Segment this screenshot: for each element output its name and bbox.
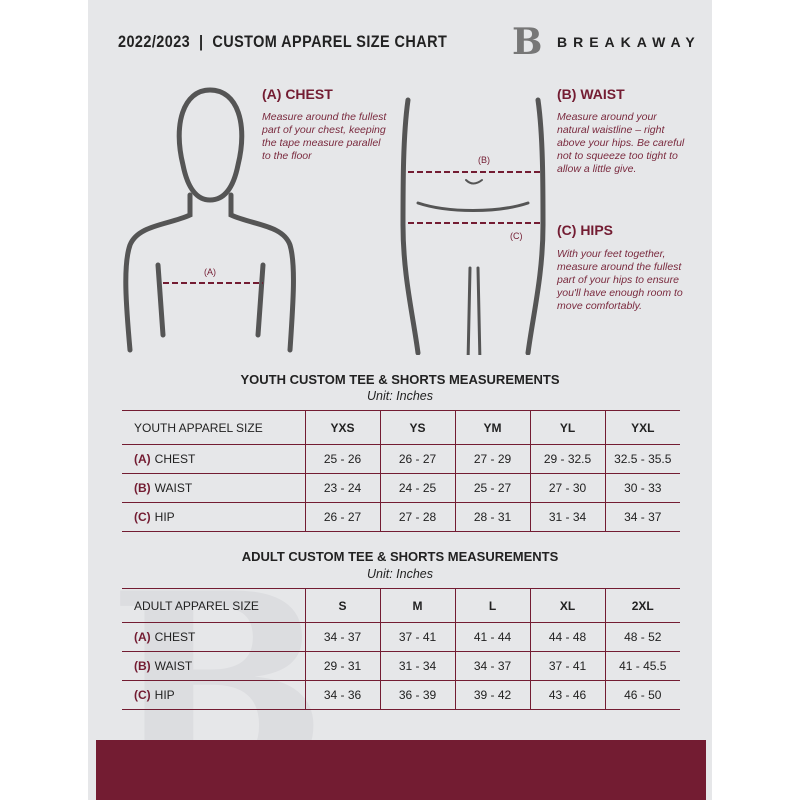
table-cell: 31 - 34 — [379, 651, 455, 681]
column-header: YXL — [604, 410, 680, 445]
table-cell: 25 - 26 — [304, 444, 380, 474]
column-header: ADULT APPAREL SIZE — [122, 588, 305, 623]
hips-heading: (C) HIPS — [557, 222, 613, 238]
table-header-row: YOUTH APPAREL SIZE YXS YS YM YL YXL — [122, 410, 680, 445]
table-cell: (B) WAIST — [122, 473, 305, 503]
table-cell: 39 - 42 — [454, 680, 530, 710]
table-cell: 36 - 39 — [379, 680, 455, 710]
label-text: WAIST — [154, 481, 193, 495]
hips-description: With your feet together, measure around … — [557, 248, 683, 312]
table-cell: 48 - 52 — [604, 622, 680, 652]
table-cell: 26 - 27 — [304, 502, 380, 532]
hips-marker: (C) — [510, 231, 523, 241]
chest-marker: (A) — [204, 267, 216, 277]
upper-body-figure: (A) — [123, 87, 296, 353]
table-cell: 25 - 27 — [454, 473, 530, 503]
table-cell: 41 - 44 — [454, 622, 530, 652]
column-header: YXS — [304, 410, 380, 445]
table-cell: 37 - 41 — [529, 651, 605, 681]
adult-unit: Unit: Inches — [366, 567, 433, 581]
table-cell: 32.5 - 35.5 — [604, 444, 680, 474]
table-cell: 37 - 41 — [379, 622, 455, 652]
measure-letter: (A) — [134, 630, 151, 644]
measure-letter: (C) — [134, 688, 151, 702]
table-cell: 27 - 28 — [379, 502, 455, 532]
column-header: YM — [454, 410, 530, 445]
table-cell: 34 - 37 — [304, 622, 380, 652]
label-text: WAIST — [154, 659, 193, 673]
column-header: YS — [379, 410, 455, 445]
measure-letter: (C) — [134, 510, 151, 524]
table-cell: 31 - 34 — [529, 502, 605, 532]
table-cell: 27 - 30 — [529, 473, 605, 503]
adult-table-title: ADULT CUSTOM TEE & SHORTS MEASUREMENTS — [241, 549, 559, 564]
chest-description: Measure around the fullest part of your … — [262, 111, 387, 162]
waist-marker: (B) — [478, 155, 490, 165]
column-header: 2XL — [604, 588, 680, 623]
table-cell: (C) HIP — [122, 502, 305, 532]
brand-name: BREAKAWAY — [557, 34, 701, 50]
youth-size-table: YOUTH APPAREL SIZE YXS YS YM YL YXL (A) CHEST 2… — [122, 410, 680, 532]
table-row: (A) CHEST 34 - 37 37 - 41 41 - 44 44 - 48 48 -… — [122, 622, 680, 652]
brand-logo-icon: B — [512, 21, 543, 63]
column-header: YOUTH APPAREL SIZE — [122, 410, 305, 445]
adult-size-table: ADULT APPAREL SIZE S M L XL 2XL (A) CHEST 34 - … — [122, 588, 680, 710]
table-cell: 28 - 31 — [454, 502, 530, 532]
column-header: M — [379, 588, 455, 623]
table-row: (C) HIP 34 - 36 36 - 39 39 - 42 43 - 46 46 - 5… — [122, 680, 680, 710]
table-cell: 23 - 24 — [304, 473, 380, 503]
measure-letter: (B) — [134, 481, 151, 495]
youth-unit: Unit: Inches — [366, 389, 433, 403]
waist-description: Measure around your natural waistline – … — [557, 111, 685, 175]
chest-heading: (A) CHEST — [262, 86, 333, 102]
table-cell: 34 - 36 — [304, 680, 380, 710]
table-cell: 29 - 31 — [304, 651, 380, 681]
label-text: CHEST — [154, 452, 196, 466]
size-chart-page: B 2022/2023 | CUSTOM APPAREL SIZE CHART … — [88, 0, 712, 800]
column-header: XL — [529, 588, 605, 623]
table-row: (A) CHEST 25 - 26 26 - 27 27 - 29 29 - 32.5 32… — [122, 444, 680, 474]
table-cell: (B) WAIST — [122, 651, 305, 681]
table-cell: 29 - 32.5 — [529, 444, 605, 474]
measure-letter: (A) — [134, 452, 151, 466]
table-cell: 30 - 33 — [604, 473, 680, 503]
table-cell: 43 - 46 — [529, 680, 605, 710]
table-row: (C) HIP 26 - 27 27 - 28 28 - 31 31 - 34 34 - 3… — [122, 502, 680, 532]
table-row: (B) WAIST 23 - 24 24 - 25 25 - 27 27 - 30 30 -… — [122, 473, 680, 503]
table-cell: (A) CHEST — [122, 444, 305, 474]
label-text: CHEST — [154, 630, 196, 644]
lower-body-figure: (B) (C) — [400, 97, 546, 355]
table-row: (B) WAIST 29 - 31 31 - 34 34 - 37 37 - 41 41 -… — [122, 651, 680, 681]
page-title: 2022/2023 | CUSTOM APPAREL SIZE CHART — [118, 32, 448, 51]
table-cell: 24 - 25 — [379, 473, 455, 503]
table-cell: 34 - 37 — [604, 502, 680, 532]
label-text: HIP — [154, 688, 175, 702]
table-header-row: ADULT APPAREL SIZE S M L XL 2XL — [122, 588, 680, 623]
waist-heading: (B) WAIST — [557, 86, 625, 102]
column-header: L — [454, 588, 530, 623]
table-cell: 41 - 45.5 — [604, 651, 680, 681]
table-cell: 27 - 29 — [454, 444, 530, 474]
label-text: HIP — [154, 510, 175, 524]
table-cell: 34 - 37 — [454, 651, 530, 681]
table-cell: (C) HIP — [122, 680, 305, 710]
table-cell: (A) CHEST — [122, 622, 305, 652]
youth-table-title: YOUTH CUSTOM TEE & SHORTS MEASUREMENTS — [240, 372, 560, 387]
table-cell: 46 - 50 — [604, 680, 680, 710]
measure-letter: (B) — [134, 659, 151, 673]
table-cell: 44 - 48 — [529, 622, 605, 652]
column-header: YL — [529, 410, 605, 445]
column-header: S — [304, 588, 380, 623]
table-cell: 26 - 27 — [379, 444, 455, 474]
footer-bar — [96, 740, 706, 800]
